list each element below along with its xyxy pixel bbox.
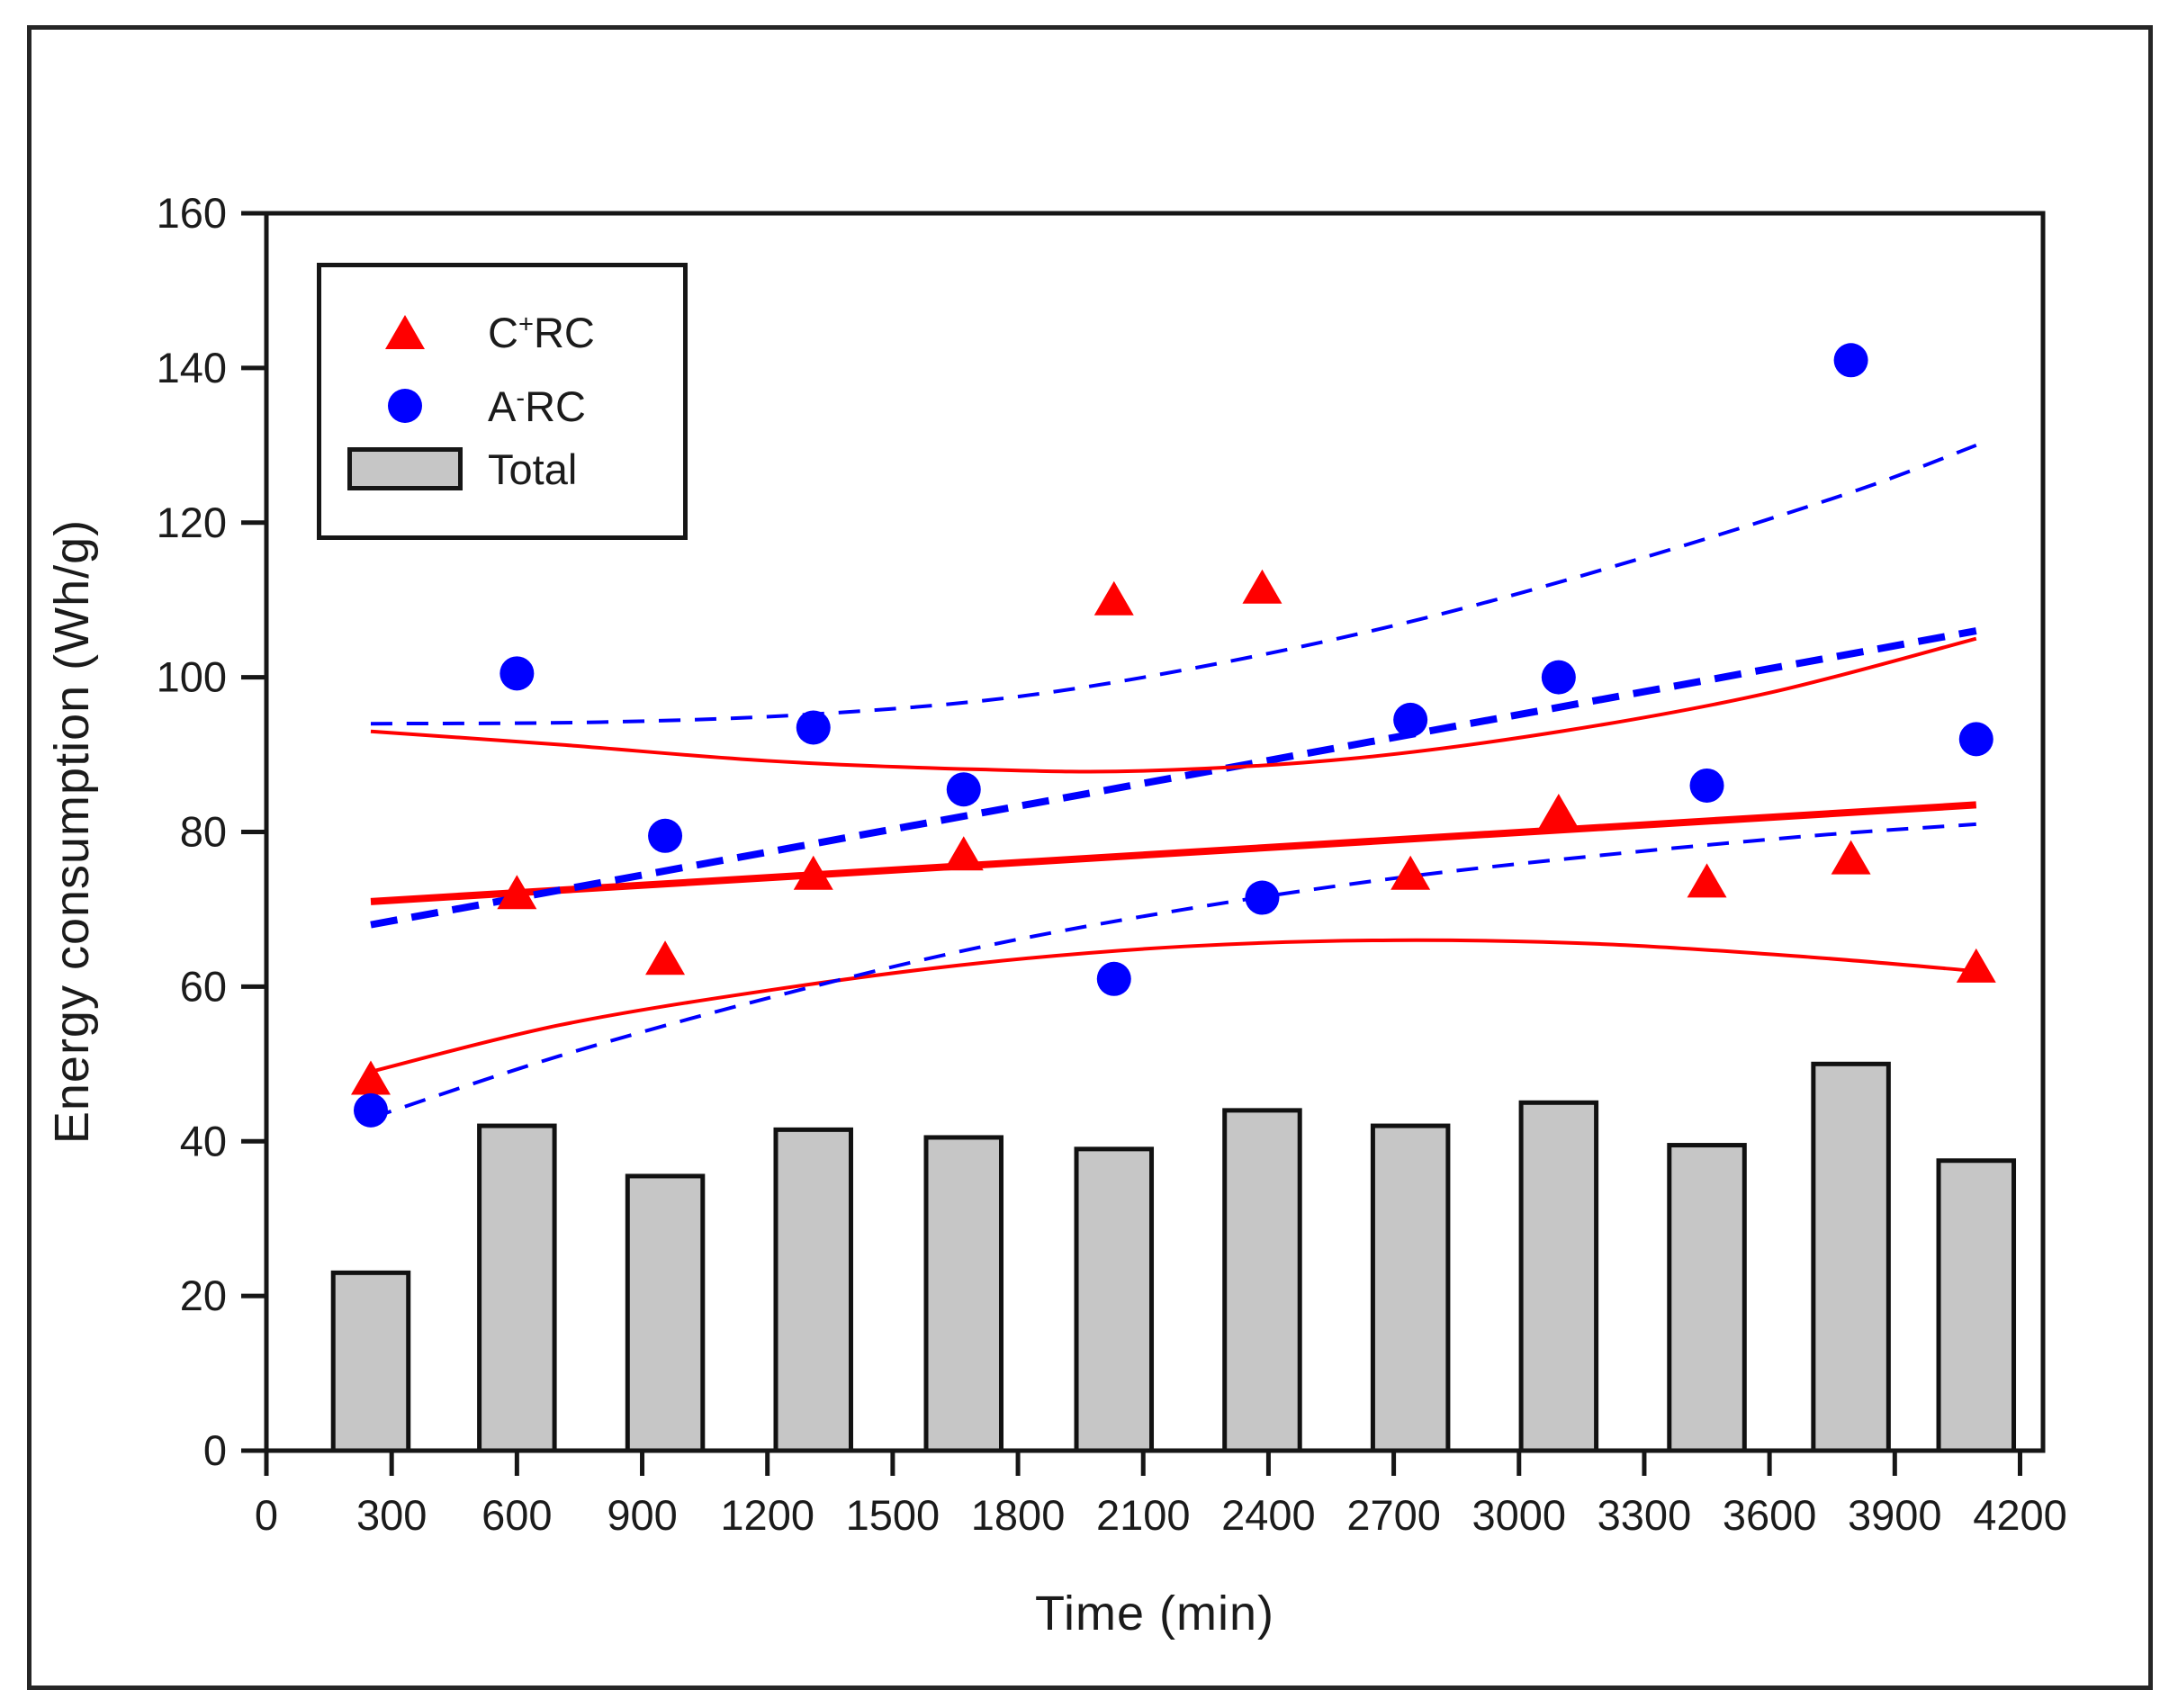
legend-label-crc: C+RC: [488, 308, 595, 356]
scatter-point-circle: [1096, 961, 1131, 996]
blue-scatter-series: [353, 343, 1994, 1128]
legend-item-total: Total: [321, 440, 683, 498]
scatter-point-circle: [1541, 660, 1576, 695]
x-tick-label: 1200: [720, 1491, 814, 1539]
x-tick-label: 3000: [1472, 1491, 1566, 1539]
y-tick-label: 120: [157, 499, 227, 546]
scatter-point-triangle: [1956, 948, 1996, 983]
scatter-point-circle: [353, 1092, 388, 1128]
x-tick-label: 0: [255, 1491, 278, 1539]
x-tick-label: 2700: [1346, 1491, 1441, 1539]
x-tick-label: 3300: [1598, 1491, 1692, 1539]
a-rc-regression: [370, 627, 1977, 929]
x-tick-label: 600: [482, 1491, 552, 1539]
c-rc-confidence-band-lower: [370, 938, 1976, 1074]
bar: [1074, 1146, 1155, 1453]
legend-label-total: Total: [488, 445, 578, 493]
x-tick-label: 1800: [971, 1491, 1066, 1539]
x-axis-title: Time (min): [1035, 1587, 1274, 1641]
red-scatter-series: [350, 569, 1996, 1095]
scatter-point-triangle: [1687, 863, 1727, 898]
x-tick-label: 3600: [1723, 1491, 1817, 1539]
scatter-point-circle: [1689, 768, 1724, 803]
scatter-point-triangle: [1831, 840, 1871, 875]
y-tick-label: 0: [203, 1426, 227, 1474]
scatter-point-circle: [1833, 343, 1868, 378]
y-axis-ticks: 0 20 40 60 80 100 120 140 160: [157, 189, 266, 1474]
x-tick-label: 1500: [846, 1491, 940, 1539]
bar: [330, 1270, 411, 1453]
bar: [625, 1173, 706, 1453]
x-tick-label: 4200: [1973, 1491, 2067, 1539]
c-rc-regression: [370, 801, 1977, 905]
y-tick-label: 60: [180, 962, 227, 1010]
scatter-point-triangle: [1538, 794, 1579, 829]
bar: [1370, 1123, 1451, 1453]
legend-item-arc: A-RC: [321, 377, 683, 435]
y-tick-label: 80: [180, 808, 227, 856]
scatter-point-triangle: [1242, 569, 1282, 604]
scatter-point-circle: [1245, 880, 1280, 915]
legend-item-crc: C+RC: [321, 303, 683, 361]
bar: [477, 1123, 557, 1453]
red-triangle-icon: [384, 315, 425, 349]
y-tick-label: 140: [157, 344, 227, 391]
bars-series: [330, 1061, 2017, 1453]
y-tick-label: 40: [180, 1117, 227, 1164]
scatter-point-circle: [1393, 702, 1428, 737]
scatter-point-circle: [796, 710, 831, 745]
legend-label-arc: A-RC: [488, 382, 586, 430]
y-axis-title: Energy consumption (Wh/g): [45, 518, 99, 1145]
scatter-point-circle: [1958, 722, 1994, 757]
trend-lines: [370, 443, 1977, 1120]
scatter-point-circle: [648, 818, 683, 853]
scatter-point-triangle: [645, 940, 686, 975]
scatter-point-triangle: [497, 875, 537, 910]
bar: [773, 1127, 853, 1453]
scatter-point-triangle: [350, 1060, 391, 1095]
scatter-point-triangle: [793, 855, 833, 890]
blue-circle-icon: [387, 389, 422, 423]
x-tick-label: 3900: [1848, 1491, 1942, 1539]
scatter-point-circle: [946, 772, 981, 807]
x-tick-label: 300: [356, 1491, 427, 1539]
a-rc-confidence-band-upper: [370, 443, 1977, 726]
y-tick-label: 100: [157, 653, 227, 701]
scatter-point-triangle: [1094, 580, 1134, 616]
x-tick-label: 2400: [1221, 1491, 1316, 1539]
bar: [1667, 1143, 1747, 1453]
bar: [1936, 1158, 2017, 1453]
x-axis-ticks: 0 300 600 900 1200 1500 1800 2100 2400 2700 3000 33…: [255, 1451, 2067, 1539]
c-rc-confidence-band-upper: [370, 636, 1977, 774]
scatter-point-triangle: [943, 836, 984, 871]
legend: C+RC A-RC Total: [317, 263, 688, 540]
bar: [1518, 1100, 1599, 1453]
x-tick-label: 2100: [1096, 1491, 1191, 1539]
bar: [923, 1135, 1004, 1453]
x-tick-label: 900: [607, 1491, 677, 1539]
y-tick-label: 20: [180, 1272, 227, 1319]
scatter-point-triangle: [1390, 855, 1431, 890]
a-rc-confidence-band-lower: [370, 822, 1976, 1120]
scatter-point-circle: [500, 656, 535, 691]
y-tick-label: 160: [157, 189, 227, 237]
gray-bar-icon: [346, 447, 463, 490]
bar: [1811, 1061, 1891, 1453]
bar: [1222, 1108, 1302, 1453]
